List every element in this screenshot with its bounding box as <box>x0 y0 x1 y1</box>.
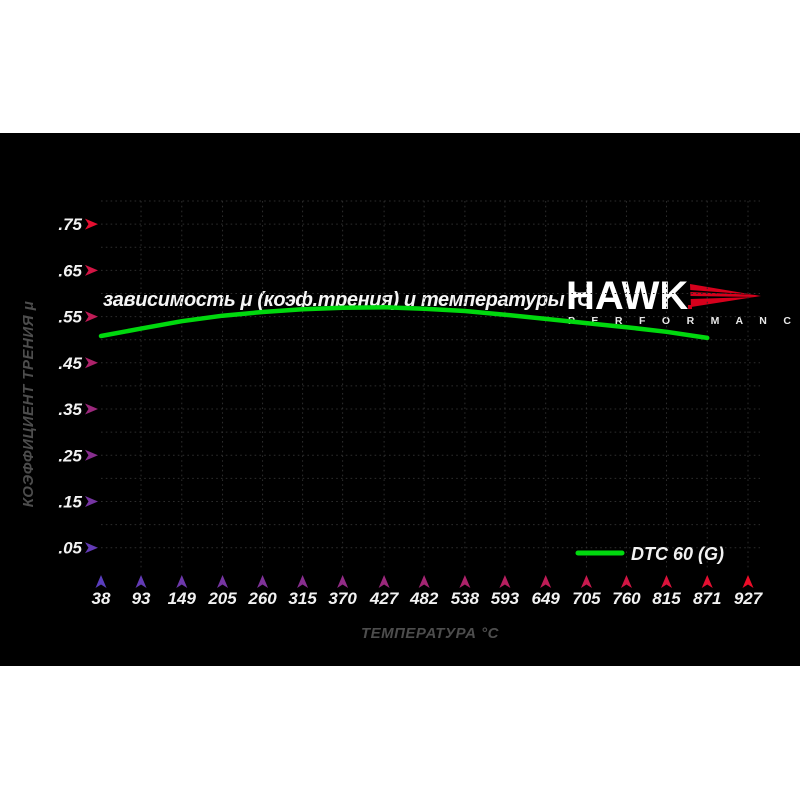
x-tick-arrow-icon <box>337 575 349 588</box>
chart-area: .75 .65 .55 .45 .35 .25 .15 .05 38 93 149 205 260 315… <box>20 200 764 642</box>
x-tick-label: 538 <box>451 589 480 608</box>
x-tick-arrow-icon <box>540 575 552 588</box>
y-tick-arrow-icon <box>85 542 98 554</box>
y-tick-arrow-icon <box>85 264 98 276</box>
y-axis-label: КОЭФФИЦИЕНТ ТРЕНИЯ μ <box>20 301 37 508</box>
x-tick-label: 149 <box>168 589 197 608</box>
x-tick-arrow-icon <box>660 575 672 588</box>
series-layer <box>98 305 710 341</box>
x-tick-label: 205 <box>207 589 237 608</box>
x-tick-label: 760 <box>612 589 641 608</box>
y-tick-arrow-icon <box>85 449 98 461</box>
x-tick-label: 315 <box>288 589 317 608</box>
x-tick-arrow-icon <box>257 575 269 588</box>
x-tick-arrow-icon <box>176 575 188 588</box>
y-tick-arrow-icon <box>85 495 98 507</box>
x-tick-arrow-icon <box>418 575 430 588</box>
x-tick-label: 871 <box>693 589 721 608</box>
x-tick-label: 427 <box>369 589 400 608</box>
x-tick-label: 93 <box>132 589 151 608</box>
x-tick-arrow-icon <box>459 575 471 588</box>
y-tick-label: .15 <box>58 492 82 511</box>
y-tick-label: .75 <box>58 215 82 234</box>
chart-title: зависимость μ (коэф.трения) и температур… <box>103 289 592 311</box>
x-tick-label: 649 <box>531 589 560 608</box>
x-tick-label: 482 <box>409 589 439 608</box>
y-tick-label: .35 <box>58 400 82 419</box>
x-tick-arrow-icon <box>95 575 107 588</box>
legend-label: DTC 60 (G) <box>631 544 724 564</box>
x-tick-label: 593 <box>491 589 520 608</box>
x-tick-arrow-icon <box>742 575 754 588</box>
y-tick-arrow-icon <box>85 403 98 415</box>
x-tick-label: 370 <box>328 589 357 608</box>
x-tick-label: 815 <box>652 589 681 608</box>
y-tick-arrow-icon <box>85 311 98 323</box>
grid-lines <box>101 200 760 571</box>
x-tick-label: 260 <box>247 589 277 608</box>
x-tick-arrow-icon <box>297 575 309 588</box>
y-tick-arrow-icon <box>85 357 98 369</box>
x-tick-arrow-icon <box>135 575 147 588</box>
x-tick-label: 927 <box>734 589 764 608</box>
x-axis-label: ТЕМПЕРАТУРА °C <box>361 625 500 642</box>
x-tick-arrow-icon <box>580 575 592 588</box>
x-tick-arrow-icon <box>499 575 511 588</box>
x-tick-label: 38 <box>92 589 111 608</box>
x-tick-arrow-icon <box>378 575 390 588</box>
legend: DTC 60 (G) <box>575 544 724 564</box>
x-tick-arrow-icon <box>701 575 713 588</box>
y-tick-label: .05 <box>58 539 82 558</box>
y-tick-label: .45 <box>58 354 82 373</box>
x-tick-arrow-icon <box>217 575 229 588</box>
y-tick-label: .25 <box>58 446 82 465</box>
brand-logo: HAWK P E R F O R M A N C E <box>566 276 800 336</box>
y-tick-label: .55 <box>58 308 82 327</box>
chart-panel: зависимость μ (коэф.трения) и температур… <box>0 133 800 666</box>
tick-marks: .75 .65 .55 .45 .35 .25 .15 .05 38 93 149 205 260 315… <box>58 215 763 608</box>
x-tick-label: 705 <box>572 589 601 608</box>
brand-subname: P E R F O R M A N C E <box>568 315 800 327</box>
series-line-dtc60 <box>98 305 710 341</box>
y-tick-arrow-icon <box>85 218 98 230</box>
y-tick-label: .65 <box>58 261 82 280</box>
x-tick-arrow-icon <box>620 575 632 588</box>
